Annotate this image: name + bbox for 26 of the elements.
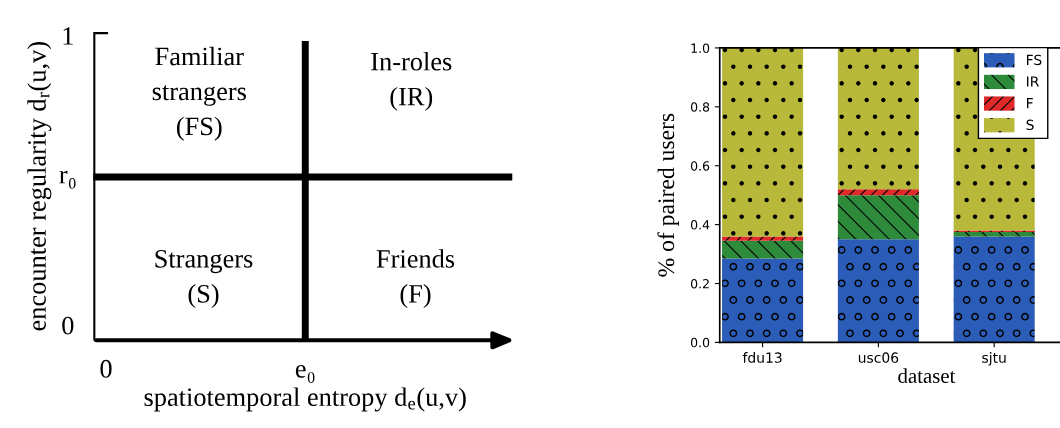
text: 0 (62, 316, 74, 335)
x-tick-label: sjtu (982, 352, 1006, 366)
y-tick-label: 0.4 (690, 220, 710, 230)
legend-label: IR (1027, 76, 1039, 87)
legend-label: FS (1027, 54, 1042, 66)
x-tick-label: fdu13 (742, 352, 782, 363)
y-tick-label: 0.0 (690, 337, 710, 348)
x-tick-label: usc06 (858, 352, 899, 363)
text: 0 (100, 359, 112, 378)
text: spatiotemporal entropy d$_{e}$(u,v) (144, 387, 466, 412)
text: encounter regularity d$_{r}$(u,v) (27, 42, 52, 331)
y-axis-title: % of paired users (657, 113, 680, 277)
text: Strangers (S) (155, 249, 253, 309)
text: In-roles (IR) (371, 51, 452, 111)
y-tick-label: 0.6 (690, 161, 710, 171)
legend-label: S (1026, 119, 1034, 131)
text: 1 (63, 27, 73, 45)
y-tick-label: 0.2 (690, 278, 709, 289)
y-tick-label: 1.0 (691, 43, 710, 53)
legend-label: F (1027, 98, 1033, 109)
text: Familiar strangers (FS) (152, 46, 246, 141)
text: r₀ (59, 170, 76, 189)
text: e₀ (295, 364, 315, 383)
text: Friends (F) (376, 249, 455, 309)
x-axis-title: dataset (898, 368, 956, 383)
y-tick-label: 0.8 (690, 102, 710, 112)
